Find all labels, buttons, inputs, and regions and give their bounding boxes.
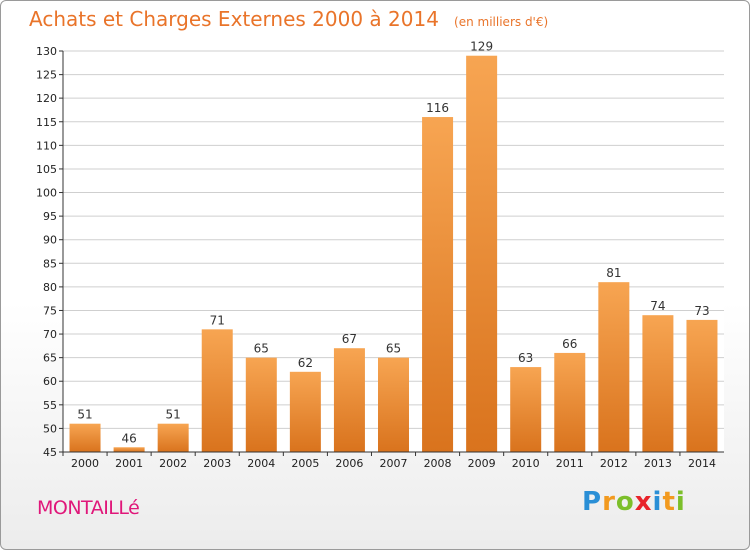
data-label: 63 [518, 351, 533, 365]
x-tick-label: 2007 [380, 457, 408, 470]
y-tick-label: 60 [43, 375, 57, 388]
bar [642, 315, 674, 452]
y-tick-label: 80 [43, 281, 57, 294]
data-label: 81 [606, 266, 621, 280]
x-tick-label: 2008 [424, 457, 452, 470]
data-label: 51 [166, 408, 181, 422]
bar [113, 447, 145, 452]
bar [69, 423, 101, 452]
data-label: 67 [342, 332, 357, 346]
logo-letter: i [652, 487, 663, 517]
data-label: 73 [694, 304, 709, 318]
y-tick-label: 105 [36, 163, 57, 176]
y-tick-label: 45 [43, 446, 57, 459]
data-label: 129 [470, 40, 493, 54]
bar [289, 371, 321, 452]
logo-letter: r [602, 487, 616, 517]
logo-letter: o [615, 487, 635, 517]
y-tick-label: 70 [43, 328, 57, 341]
logo-letter: P [582, 487, 603, 517]
y-tick-label: 50 [43, 422, 57, 435]
y-tick-label: 100 [36, 187, 57, 200]
y-tick-label: 115 [36, 116, 57, 129]
x-tick-label: 2014 [688, 457, 716, 470]
bar [510, 367, 542, 452]
bar [422, 117, 454, 452]
y-tick-label: 110 [36, 139, 57, 152]
data-label: 62 [298, 356, 313, 370]
x-tick-label: 2011 [556, 457, 584, 470]
x-tick-label: 2002 [159, 457, 187, 470]
y-tick-label: 65 [43, 352, 57, 365]
bar [378, 357, 409, 452]
data-label: 65 [386, 342, 401, 356]
bar [201, 329, 233, 452]
data-label: 46 [121, 431, 136, 445]
x-tick-label: 2000 [71, 457, 99, 470]
data-label: 71 [210, 313, 225, 327]
data-label: 74 [650, 299, 665, 313]
x-tick-label: 2003 [203, 457, 231, 470]
x-tick-label: 2001 [115, 457, 143, 470]
bar [245, 357, 277, 452]
bar [466, 55, 498, 452]
bar [686, 319, 718, 452]
chart-unit-note: (en milliers d'€) [454, 15, 549, 29]
y-tick-label: 130 [36, 45, 57, 58]
y-tick-label: 85 [43, 257, 57, 270]
data-label: 116 [426, 101, 449, 115]
data-label: 66 [562, 337, 577, 351]
y-tick-label: 95 [43, 210, 57, 223]
x-tick-label: 2006 [335, 457, 363, 470]
y-tick-label: 55 [43, 399, 57, 412]
proxiti-logo: Proxiti [582, 487, 686, 517]
chart-title-text: Achats et Charges Externes 2000 à 2014 [29, 7, 439, 31]
bar [333, 348, 365, 452]
chart-title: Achats et Charges Externes 2000 à 2014 (… [29, 7, 548, 31]
logo-letter: t [662, 487, 676, 517]
data-label: 51 [77, 408, 92, 422]
x-tick-label: 2004 [247, 457, 275, 470]
commune-name: MONTAILLé [37, 497, 140, 519]
x-tick-label: 2005 [291, 457, 319, 470]
x-tick-label: 2010 [512, 457, 540, 470]
logo-letter: i [675, 487, 686, 517]
bar [157, 423, 189, 452]
data-label: 65 [254, 342, 269, 356]
logo-letter: x [634, 487, 653, 517]
x-tick-label: 2013 [644, 457, 672, 470]
y-tick-label: 125 [36, 69, 57, 82]
y-tick-label: 120 [36, 92, 57, 105]
bar [554, 352, 586, 452]
x-tick-label: 2012 [600, 457, 628, 470]
y-tick-label: 75 [43, 304, 57, 317]
y-tick-label: 90 [43, 234, 57, 247]
bar [598, 282, 630, 452]
x-tick-label: 2009 [468, 457, 496, 470]
